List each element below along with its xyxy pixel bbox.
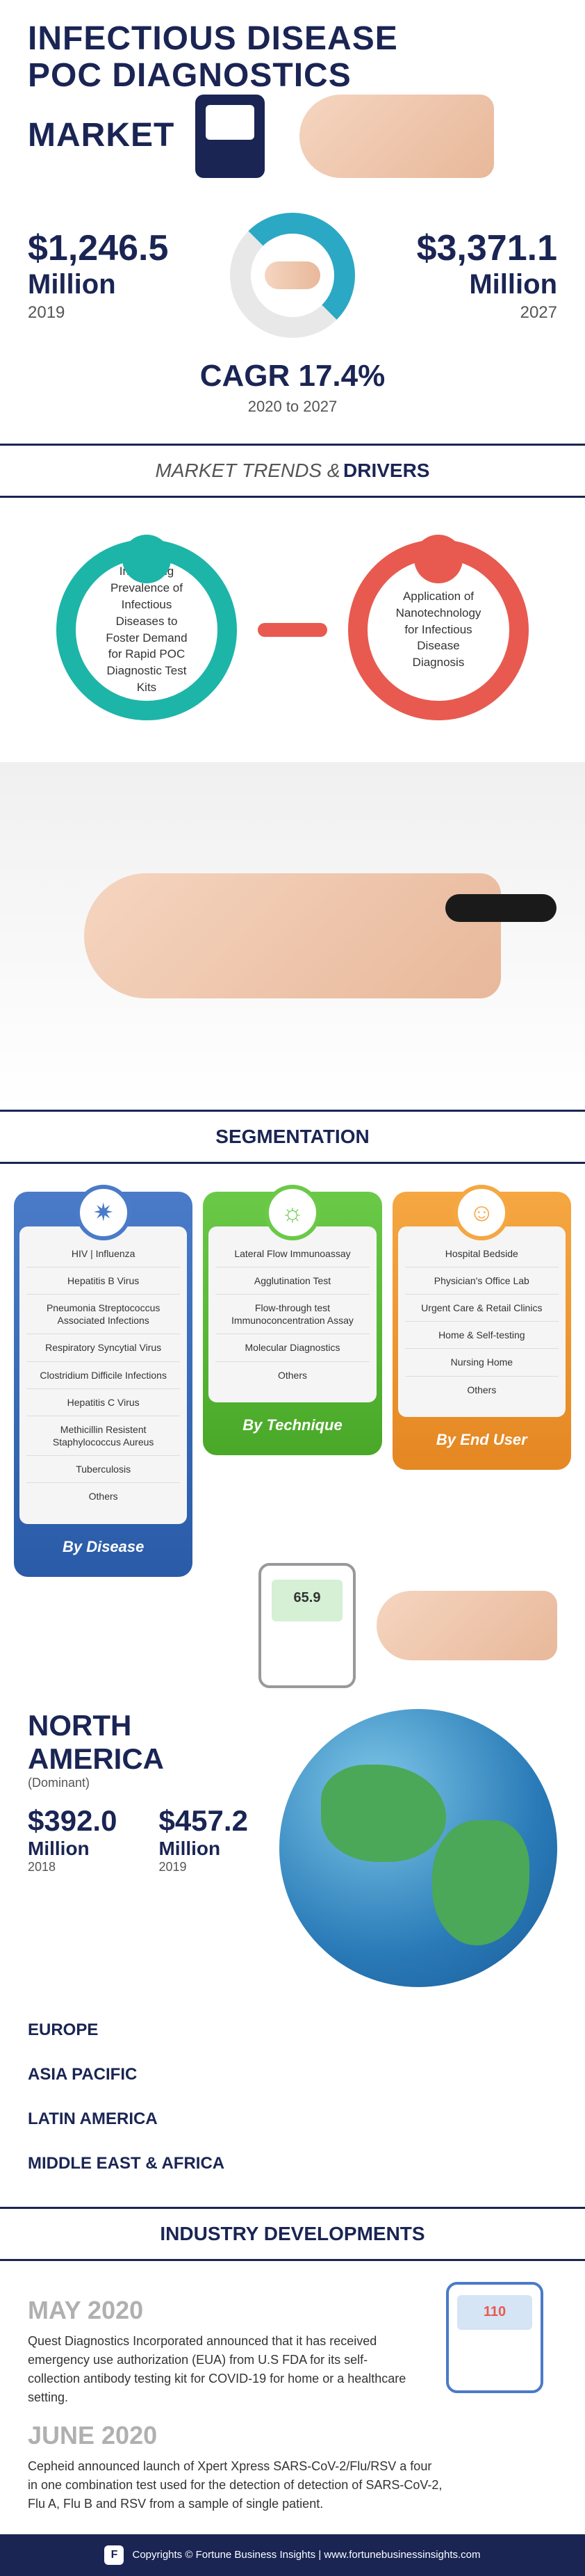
stat-2027: $3,371.1 Million 2027 xyxy=(417,227,557,323)
hands-illustration-large xyxy=(0,762,585,1110)
region-2018-unit: Million xyxy=(28,1838,117,1860)
seg-item: Home & Self-testing xyxy=(405,1322,559,1349)
region-2019-unit: Million xyxy=(158,1838,247,1860)
seg-item: Lateral Flow Immunoassay xyxy=(215,1240,369,1267)
industry-dev-header-text: INDUSTRY DEVELOPMENTS xyxy=(160,2223,425,2244)
title-line-3: MARKET xyxy=(28,118,174,154)
developments-section: MAY 2020 Quest Diagnostics Incorporated … xyxy=(0,2261,585,2534)
meter-finger-row xyxy=(0,1563,585,1688)
region-2019-year: 2019 xyxy=(158,1860,247,1874)
stat-2027-unit: Million xyxy=(417,269,557,300)
seg-item: Hepatitis B Virus xyxy=(26,1267,180,1295)
region-stat-2018: $392.0 Million 2018 xyxy=(28,1804,117,1874)
region-stat-2019: $457.2 Million 2019 xyxy=(158,1804,247,1874)
region-2018-value: $392.0 xyxy=(28,1804,117,1838)
region-item: ASIA PACIFIC xyxy=(28,2052,557,2097)
seg-item: Others xyxy=(215,1362,369,1388)
seg-item: Pneumonia Streptococcus Associated Infec… xyxy=(26,1295,180,1334)
stat-2019-value: $1,246.5 xyxy=(28,227,168,269)
seg-item: Molecular Diagnostics xyxy=(215,1334,369,1361)
region-item: EUROPE xyxy=(28,2008,557,2052)
seg-item: Hospital Bedside xyxy=(405,1240,559,1267)
bulb-icon: ☼ xyxy=(265,1185,320,1240)
seg-item: HIV | Influenza xyxy=(26,1240,180,1267)
seg-col-enduser: ☺ Hospital Bedside Physician's Office La… xyxy=(393,1192,571,1470)
segmentation-header-text: SEGMENTATION xyxy=(215,1126,369,1147)
seg-item: Methicillin Resistent Staphylococcus Aur… xyxy=(26,1416,180,1456)
stat-2027-year: 2027 xyxy=(417,303,557,323)
region-list: EUROPE ASIA PACIFIC LATIN AMERICA MIDDLE… xyxy=(28,2008,557,2186)
glucose-meter-icon xyxy=(258,1563,356,1688)
industry-dev-header: INDUSTRY DEVELOPMENTS xyxy=(0,2207,585,2261)
title-line-2: POC DIAGNOSTICS xyxy=(28,58,557,95)
driver-text-2: Application of Nanotechnology for Infect… xyxy=(395,588,481,671)
segmentation-columns: ✷ HIV | Influenza Hepatitis B Virus Pneu… xyxy=(0,1164,585,1591)
hand-illustration xyxy=(299,95,494,178)
region-item: MIDDLE EAST & AFRICA xyxy=(28,2141,557,2186)
users-icon: ☺ xyxy=(454,1185,509,1240)
trends-header-bold: DRIVERS xyxy=(343,460,429,481)
seg-enduser-label: By End User xyxy=(393,1417,571,1470)
seg-disease-label: By Disease xyxy=(14,1524,192,1577)
seg-item: Others xyxy=(26,1483,180,1509)
trends-header-light: MARKET TRENDS & xyxy=(156,460,340,481)
dev-text-1: Quest Diagnostics Incorporated announced… xyxy=(28,2332,445,2407)
driver-circle-2: Application of Nanotechnology for Infect… xyxy=(348,540,529,720)
footer-text: Copyrights © Fortune Business Insights |… xyxy=(132,2549,480,2561)
region-section: NORTH AMERICA (Dominant) $392.0 Million … xyxy=(0,1688,585,2207)
cagr-block: CAGR 17.4% 2020 to 2027 xyxy=(0,352,585,444)
seg-item: Respiratory Syncytial Virus xyxy=(26,1334,180,1361)
virus-icon: ✷ xyxy=(76,1185,131,1240)
region-item: LATIN AMERICA xyxy=(28,2097,557,2141)
seg-col-technique: ☼ Lateral Flow Immunoassay Agglutination… xyxy=(203,1192,381,1455)
glucometer-icon xyxy=(195,95,265,178)
pointing-finger-icon xyxy=(377,1591,557,1660)
region-2018-year: 2018 xyxy=(28,1860,117,1874)
driver-circle-1: Increasing Prevalence of Infectious Dise… xyxy=(56,540,237,720)
driver-connector-icon xyxy=(265,623,320,637)
dev-text-2: Cepheid announced launch of Xpert Xpress… xyxy=(28,2457,445,2513)
stat-2019-year: 2019 xyxy=(28,303,168,323)
seg-item: Agglutination Test xyxy=(215,1267,369,1295)
hand-with-lancet-icon xyxy=(84,873,501,998)
seg-item: Urgent Care & Retail Clinics xyxy=(405,1295,559,1322)
globe-icon xyxy=(279,1709,557,1987)
dev-graphic xyxy=(432,2282,557,2435)
progress-circle-icon xyxy=(230,213,355,338)
stat-2019-unit: Million xyxy=(28,269,168,300)
footer: F Copyrights © Fortune Business Insights… xyxy=(0,2534,585,2576)
seg-technique-label: By Technique xyxy=(203,1402,381,1455)
seg-col-disease: ✷ HIV | Influenza Hepatitis B Virus Pneu… xyxy=(14,1192,192,1577)
seg-item: Hepatitis C Virus xyxy=(26,1389,180,1416)
stat-2019: $1,246.5 Million 2019 xyxy=(28,227,168,323)
stat-2027-value: $3,371.1 xyxy=(417,227,557,269)
seg-item: Nursing Home xyxy=(405,1349,559,1376)
drivers-row: Increasing Prevalence of Infectious Dise… xyxy=(0,498,585,762)
cagr-value: CAGR 17.4% xyxy=(28,359,557,394)
region-stats: $392.0 Million 2018 $457.2 Million 2019 xyxy=(28,1804,258,1874)
seg-item: Clostridium Difficile Infections xyxy=(26,1362,180,1389)
cagr-period: 2020 to 2027 xyxy=(28,398,557,416)
trends-header: MARKET TRENDS & DRIVERS xyxy=(0,444,585,498)
seg-technique-body: Lateral Flow Immunoassay Agglutination T… xyxy=(208,1226,376,1402)
seg-enduser-body: Hospital Bedside Physician's Office Lab … xyxy=(398,1226,566,1417)
seg-disease-body: HIV | Influenza Hepatitis B Virus Pneumo… xyxy=(19,1226,187,1524)
segmentation-header: SEGMENTATION xyxy=(0,1110,585,1164)
region-title: NORTH AMERICA xyxy=(28,1709,258,1776)
driver-text-1: Increasing Prevalence of Infectious Dise… xyxy=(104,563,190,695)
seg-item: Tuberculosis xyxy=(26,1456,180,1483)
market-stats-row: $1,246.5 Million 2019 $3,371.1 Million 2… xyxy=(0,199,585,352)
logo-icon: F xyxy=(104,2545,124,2565)
seg-item: Flow-through test Immunoconcentration As… xyxy=(215,1295,369,1334)
title-line-1: INFECTIOUS DISEASE xyxy=(28,21,557,58)
title-section: INFECTIOUS DISEASE POC DIAGNOSTICS MARKE… xyxy=(0,0,585,199)
blood-meter-icon xyxy=(446,2282,543,2393)
region-subtitle: (Dominant) xyxy=(28,1776,258,1790)
seg-item: Others xyxy=(405,1377,559,1403)
seg-item: Physician's Office Lab xyxy=(405,1267,559,1295)
region-2019-value: $457.2 xyxy=(158,1804,247,1838)
